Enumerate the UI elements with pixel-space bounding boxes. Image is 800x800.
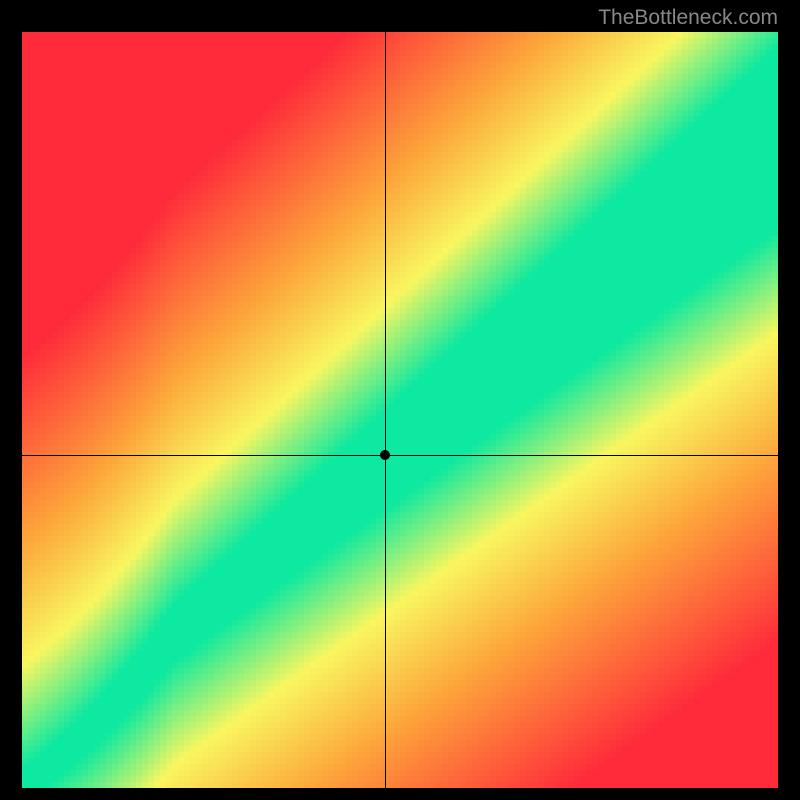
watermark-text: TheBottleneck.com	[598, 6, 778, 30]
crosshair-horizontal	[22, 455, 778, 456]
heatmap-chart	[22, 32, 778, 788]
data-point	[380, 450, 390, 460]
crosshair-vertical	[385, 32, 386, 788]
heatmap-canvas	[22, 32, 778, 788]
